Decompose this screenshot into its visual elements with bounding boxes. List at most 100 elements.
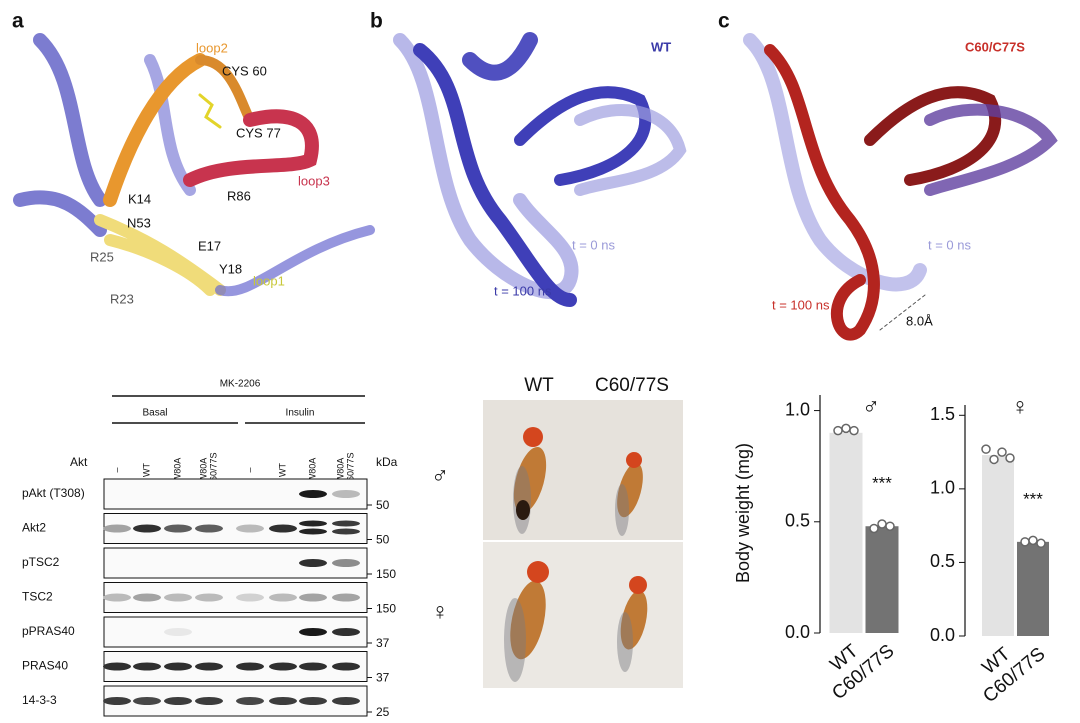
data-point [1005,453,1015,463]
bar [982,455,1014,636]
band [103,662,131,671]
lane-label: W80A [172,458,182,483]
data-point [885,521,895,531]
band [164,593,192,602]
data-point [989,454,999,465]
label: loop1 [253,273,285,288]
band [195,662,223,671]
blot-box [103,547,368,579]
bar [865,526,899,633]
marker-label: 50 [376,533,390,547]
lane-label: W80A [198,458,208,483]
group: Basal [142,408,167,419]
band [299,593,327,602]
band [299,528,327,535]
band [332,628,360,636]
lane-label: W80A [335,458,345,483]
panel-letter: c [718,10,730,33]
y-tick-label: 1.0 [785,399,810,419]
lane-label: C60/77S [345,452,355,487]
data-point [869,523,879,534]
band [269,697,297,705]
band [332,520,360,527]
label: CYS 77 [236,125,281,140]
band [164,697,192,705]
blot-box [103,616,368,648]
panel-letter: b [370,10,383,33]
residue-labels: loop2 CYS 60 CYS 77 loop3 R86 K14 N53 E1… [90,40,330,306]
lane-label: – [244,467,254,472]
data-point [833,425,843,436]
band [195,593,223,602]
structure-a [13,33,375,297]
band [332,559,360,567]
y-tick-label: 0.0 [785,622,810,642]
row-header: Akt [70,455,88,469]
chart-title: ♀ [1011,393,1029,420]
data-point [997,447,1007,457]
row-label: Akt2 [22,521,46,535]
label: E17 [198,238,221,253]
lane-label: C60/77S [208,452,218,487]
band [236,593,264,602]
structure-b [393,32,687,307]
band [164,662,192,671]
band [299,697,327,705]
time-label: t = 0 ns [928,237,971,252]
marker-label: 150 [376,602,396,616]
label: R86 [227,188,251,203]
band [236,524,264,533]
label: CYS 60 [222,63,267,78]
fly-column: C60/77S [595,375,669,396]
y-tick-label: 1.0 [930,478,955,498]
band [299,520,327,527]
time-label: t = 100 ns [494,283,552,298]
lane-label: WT [277,463,287,477]
treatment: MK-2206 [220,379,261,390]
y-tick-label: 0.0 [930,625,955,645]
band [332,490,360,498]
lane-label: WT [141,463,151,477]
band [299,490,327,498]
data-point [849,425,859,436]
structure-c [743,33,1058,341]
band [332,697,360,705]
lane-label: – [111,467,121,472]
marker-label: 50 [376,498,390,512]
marker-label: 25 [376,705,390,719]
unit: kDa [376,455,398,469]
row-label: 14-3-3 [22,693,57,707]
band [195,697,223,705]
band [103,593,131,602]
data-point [981,444,991,454]
marker-label: 150 [376,567,396,581]
sex-label: ♀ [431,598,449,625]
legend: C60/C77S [965,39,1025,54]
band [269,662,297,671]
band [236,662,264,671]
y-tick-label: 0.5 [785,511,810,531]
band [299,662,327,671]
data-point [1020,537,1030,547]
band [236,697,264,705]
panel-letter: a [12,10,24,33]
band [133,662,161,671]
row-label: TSC2 [22,590,53,604]
label: Y18 [219,261,242,276]
band [195,524,223,533]
label: N53 [127,215,151,230]
label: loop2 [196,40,228,55]
fly-column: WT [524,375,554,396]
blot-box [103,478,368,510]
y-tick-label: 0.5 [930,551,955,571]
band [299,628,327,636]
band [269,524,297,533]
data-point [1036,538,1046,549]
band [332,662,360,671]
significance: *** [1023,489,1043,508]
bar [1017,541,1049,636]
row-label: PRAS40 [22,659,68,673]
marker-label: 37 [376,671,390,685]
y-axis-label: Body weight (mg) [733,443,753,583]
